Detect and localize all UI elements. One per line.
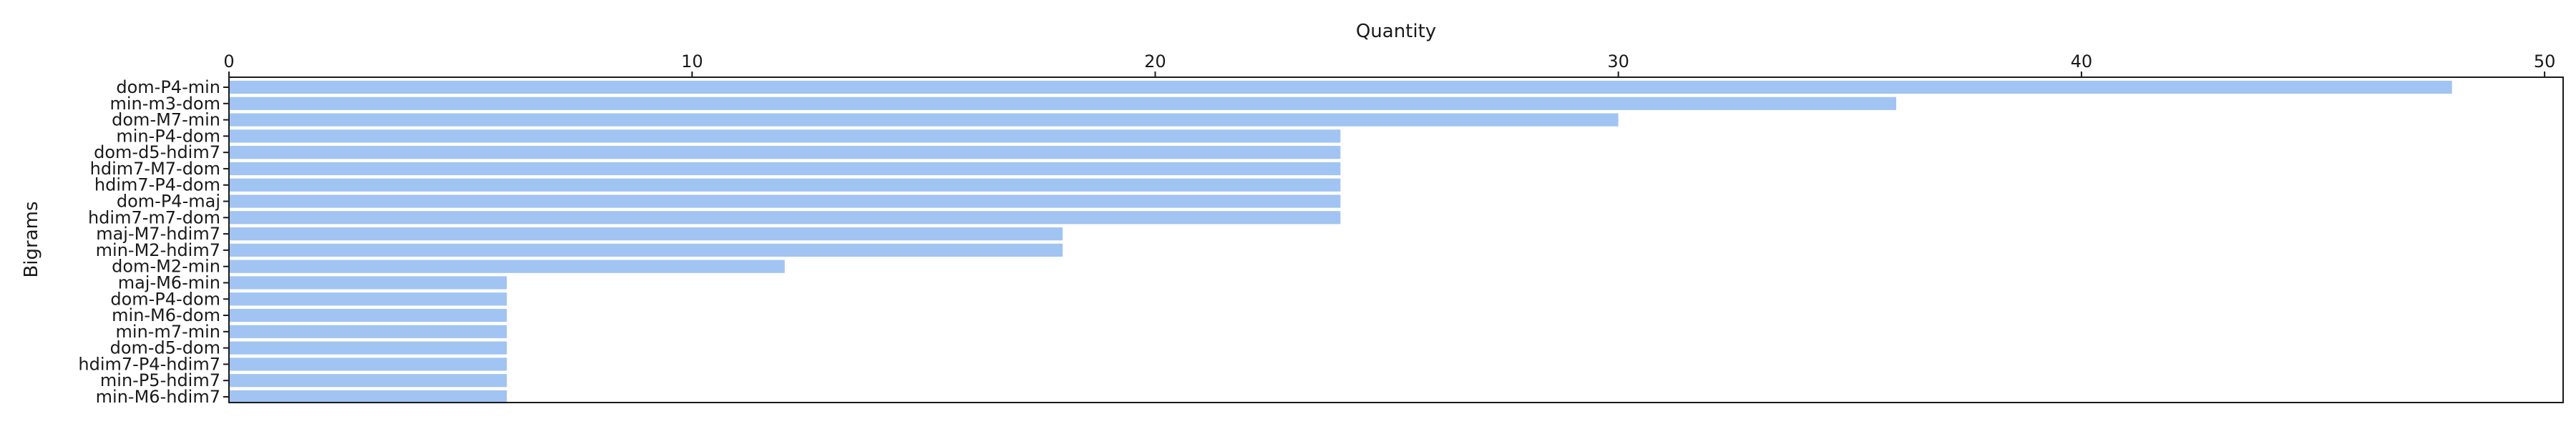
bar-maj-M6-min xyxy=(229,276,507,290)
bar-hdim7-m7-dom xyxy=(229,211,1341,225)
category-label: dom-d5-dom xyxy=(110,338,220,358)
x-axis-title: Quantity xyxy=(1356,21,1436,42)
category-label: maj-M7-hdim7 xyxy=(96,224,220,244)
bar-hdim7-M7-dom xyxy=(229,162,1341,176)
x-ticks-group: 0 10 20 30 40 50 xyxy=(223,51,2555,77)
bar-min-P5-hdim7 xyxy=(229,374,507,388)
x-tick-label: 10 xyxy=(681,51,703,72)
bar-min-M6-dom xyxy=(229,308,507,322)
category-label: dom-d5-hdim7 xyxy=(94,142,220,162)
category-label: min-M6-hdim7 xyxy=(96,387,220,407)
category-label: min-M2-hdim7 xyxy=(96,240,220,260)
bar-dom-M7-min xyxy=(229,113,1619,127)
bar-dom-M2-min xyxy=(229,260,785,273)
category-label: hdim7-P4-hdim7 xyxy=(78,354,220,374)
x-tick-label: 50 xyxy=(2534,51,2556,72)
bar-dom-P4-min xyxy=(229,80,2452,94)
category-label: hdim7-m7-dom xyxy=(88,207,220,227)
bar-maj-M7-hdim7 xyxy=(229,227,1063,241)
category-label: dom-P4-maj xyxy=(117,192,220,212)
bar-hdim7-P4-dom xyxy=(229,178,1341,192)
category-label: dom-M2-min xyxy=(112,257,220,277)
category-labels-group: dom-P4-minmin-m3-domdom-M7-minmin-P4-dom… xyxy=(78,77,229,407)
bar-min-P4-dom xyxy=(229,129,1341,143)
category-label: hdim7-P4-dom xyxy=(94,175,220,195)
category-label: min-M6-dom xyxy=(112,305,220,325)
y-axis-title: Bigrams xyxy=(21,201,42,277)
plot-frame xyxy=(228,77,2564,403)
bar-hdim7-P4-hdim7 xyxy=(229,358,507,371)
bar-min-M6-hdim7 xyxy=(229,390,507,404)
category-label: dom-M7-min xyxy=(112,110,220,130)
bar-min-M2-hdim7 xyxy=(229,243,1063,257)
x-tick-label: 30 xyxy=(1607,51,1629,72)
x-tick-label: 20 xyxy=(1144,51,1166,72)
category-label: dom-P4-dom xyxy=(110,289,220,309)
bar-min-m3-dom xyxy=(229,97,1896,110)
bar-dom-d5-dom xyxy=(229,341,507,355)
bar-dom-d5-hdim7 xyxy=(229,146,1341,159)
category-label: min-m7-min xyxy=(116,322,220,342)
category-label: dom-P4-min xyxy=(116,77,220,97)
bar-min-m7-min xyxy=(229,325,507,338)
bars-group xyxy=(229,80,2452,404)
x-tick-label: 40 xyxy=(2071,51,2093,72)
bar-dom-P4-dom xyxy=(229,292,507,306)
category-label: hdim7-M7-dom xyxy=(90,159,220,179)
category-label: min-m3-dom xyxy=(109,94,220,114)
x-tick-label: 0 xyxy=(223,51,234,72)
category-label: maj-M6-min xyxy=(118,272,220,292)
category-label: min-P4-dom xyxy=(116,126,220,146)
bar-dom-P4-maj xyxy=(229,194,1341,208)
category-label: min-P5-hdim7 xyxy=(100,370,220,390)
